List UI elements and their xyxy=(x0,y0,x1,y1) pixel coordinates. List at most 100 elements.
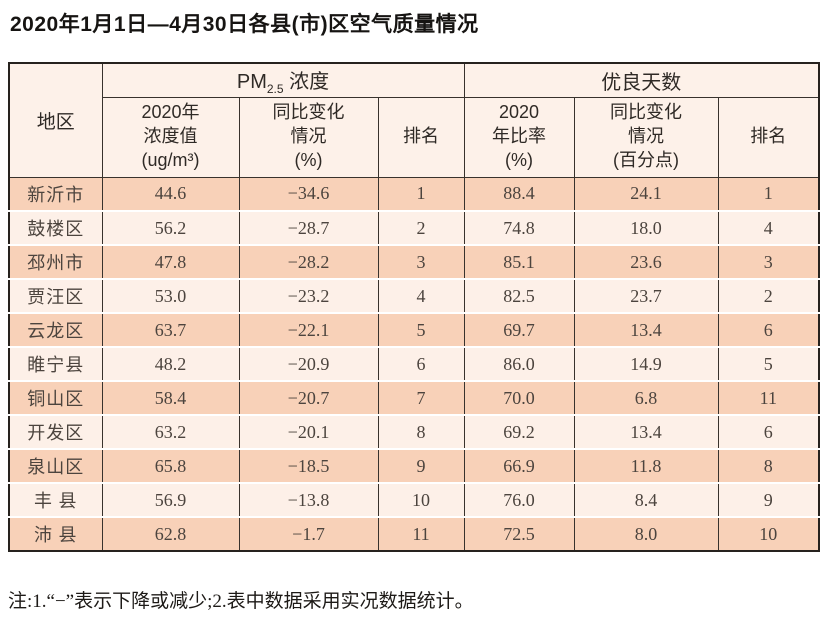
cell-region: 云龙区 xyxy=(9,312,103,347)
table-row: 贾汪区 53.0 −23.2 4 82.5 23.7 2 xyxy=(9,278,820,313)
cell-pm-value: 63.7 xyxy=(102,312,240,347)
table-row: 新沂市 44.6 −34.6 1 88.4 24.1 1 xyxy=(9,177,820,211)
table-row: 鼓楼区 56.2 −28.7 2 74.8 18.0 4 xyxy=(9,210,820,245)
cell-good-change: 18.0 xyxy=(574,210,719,245)
cell-pm-value: 56.2 xyxy=(102,210,240,245)
cell-good-ratio: 82.5 xyxy=(464,278,575,313)
cell-good-rank: 2 xyxy=(718,278,820,313)
cell-good-ratio: 85.1 xyxy=(464,244,575,279)
header-good-ratio: 2020 年比率 (%) xyxy=(464,97,575,178)
cell-good-change: 6.8 xyxy=(574,380,719,415)
pm-subscript: 2.5 xyxy=(266,81,284,96)
pm-label: PM xyxy=(236,70,267,93)
cell-region: 沛 县 xyxy=(9,516,103,551)
cell-pm-rank: 8 xyxy=(378,414,465,449)
cell-region: 新沂市 xyxy=(9,177,103,211)
cell-good-ratio: 69.7 xyxy=(464,312,575,347)
table-row: 开发区 63.2 −20.1 8 69.2 13.4 6 xyxy=(9,414,820,449)
cell-pm-change: −13.8 xyxy=(239,482,379,517)
header-good-change: 同比变化 情况 (百分点) xyxy=(574,97,719,178)
header-group-good-days: 优良天数 xyxy=(464,63,820,98)
cell-pm-change: −20.7 xyxy=(239,380,379,415)
table-row: 云龙区 63.7 −22.1 5 69.7 13.4 6 xyxy=(9,312,820,347)
header-pm-value: 2020年 浓度值 (ug/m³) xyxy=(102,97,240,178)
table-row: 睢宁县 48.2 −20.9 6 86.0 14.9 5 xyxy=(9,346,820,381)
cell-good-rank: 6 xyxy=(718,312,820,347)
cell-pm-change: −20.1 xyxy=(239,414,379,449)
table-row: 沛 县 62.8 −1.7 11 72.5 8.0 10 xyxy=(9,516,820,551)
cell-pm-value: 47.8 xyxy=(102,244,240,279)
cell-region: 贾汪区 xyxy=(9,278,103,313)
cell-good-ratio: 72.5 xyxy=(464,516,575,551)
cell-good-rank: 8 xyxy=(718,448,820,483)
cell-pm-rank: 9 xyxy=(378,448,465,483)
page-title: 2020年1月1日—4月30日各县(市)区空气质量情况 xyxy=(10,13,479,36)
header-pm-change: 同比变化 情况 (%) xyxy=(239,97,379,178)
cell-good-ratio: 70.0 xyxy=(464,380,575,415)
group-header-row: 地区 PM2.5 浓度 优良天数 xyxy=(9,63,820,178)
header-pm-rank: 排名 xyxy=(378,97,465,178)
cell-pm-rank: 3 xyxy=(378,244,465,279)
cell-pm-value: 65.8 xyxy=(102,448,240,483)
cell-pm-change: −20.9 xyxy=(239,346,379,381)
cell-region: 开发区 xyxy=(9,414,103,449)
cell-region: 泉山区 xyxy=(9,448,103,483)
cell-good-ratio: 86.0 xyxy=(464,346,575,381)
cell-pm-change: −18.5 xyxy=(239,448,379,483)
cell-pm-rank: 4 xyxy=(378,278,465,313)
cell-region: 鼓楼区 xyxy=(9,210,103,245)
cell-pm-change: −23.2 xyxy=(239,278,379,313)
table-row: 丰 县 56.9 −13.8 10 76.0 8.4 9 xyxy=(9,482,820,517)
cell-good-rank: 3 xyxy=(718,244,820,279)
table-row: 邳州市 47.8 −28.2 3 85.1 23.6 3 xyxy=(9,244,820,279)
cell-pm-change: −28.7 xyxy=(239,210,379,245)
cell-good-ratio: 66.9 xyxy=(464,448,575,483)
cell-pm-value: 56.9 xyxy=(102,482,240,517)
cell-good-change: 8.0 xyxy=(574,516,719,551)
table-row: 泉山区 65.8 −18.5 9 66.9 11.8 8 xyxy=(9,448,820,483)
table-row: 铜山区 58.4 −20.7 7 70.0 6.8 11 xyxy=(9,380,820,415)
cell-good-rank: 10 xyxy=(718,516,820,551)
cell-good-rank: 1 xyxy=(763,183,773,204)
cell-pm-value: 63.2 xyxy=(102,414,240,449)
cell-good-rank: 5 xyxy=(718,346,820,381)
cell-pm-value: 53.0 xyxy=(102,278,240,313)
cell-pm-rank: 7 xyxy=(378,380,465,415)
cell-pm-value: 48.2 xyxy=(102,346,240,381)
cell-good-change: 24.1 xyxy=(574,177,719,211)
pm-suffix: 浓度 xyxy=(283,70,330,93)
cell-pm-value: 58.4 xyxy=(102,380,240,415)
cell-good-change: 8.4 xyxy=(574,482,719,517)
cell-good-rank: 4 xyxy=(718,210,820,245)
cell-good-rank: 9 xyxy=(718,482,820,517)
cell-pm-rank: 6 xyxy=(378,346,465,381)
cell-good-change: 13.4 xyxy=(574,414,719,449)
cell-pm-change: −34.6 xyxy=(239,177,379,211)
footnote: 注:1.“−”表示下降或减少;2.表中数据采用实况数据统计。 xyxy=(8,591,474,612)
header-group-pm25: PM2.5 浓度 xyxy=(102,63,465,98)
header-region: 地区 xyxy=(9,63,103,178)
cell-pm-value: 62.8 xyxy=(102,516,240,551)
cell-region: 铜山区 xyxy=(9,380,103,415)
cell-good-change: 14.9 xyxy=(574,346,719,381)
cell-region: 邳州市 xyxy=(9,244,103,279)
cell-good-change: 13.4 xyxy=(574,312,719,347)
cell-good-ratio: 76.0 xyxy=(464,482,575,517)
cell-region: 丰 县 xyxy=(9,482,103,517)
cell-good-change: 23.7 xyxy=(574,278,719,313)
cell-good-ratio: 74.8 xyxy=(464,210,575,245)
header-good-rank: 排名 xyxy=(718,97,820,178)
cell-pm-change: −1.7 xyxy=(239,516,379,551)
cell-pm-change: −22.1 xyxy=(239,312,379,347)
table-body: 新沂市 44.6 −34.6 1 88.4 24.1 1 鼓楼区 56.2 −2… xyxy=(9,177,820,551)
cell-good-ratio: 88.4 xyxy=(464,177,575,211)
cell-pm-rank: 5 xyxy=(378,312,465,347)
cell-good-change: 11.8 xyxy=(574,448,719,483)
cell-good-ratio: 69.2 xyxy=(464,414,575,449)
cell-pm-change: −28.2 xyxy=(239,244,379,279)
cell-good-change: 23.6 xyxy=(574,244,719,279)
sub-header-row: 2020年 浓度值 (ug/m³) 同比变化 情况 (%) 排名 2020 年比… xyxy=(9,97,820,178)
table-header: 地区 PM2.5 浓度 优良天数 2020年 浓度值 (ug/m³) 同比变化 … xyxy=(9,63,820,178)
cell-pm-rank: 11 xyxy=(378,516,465,551)
